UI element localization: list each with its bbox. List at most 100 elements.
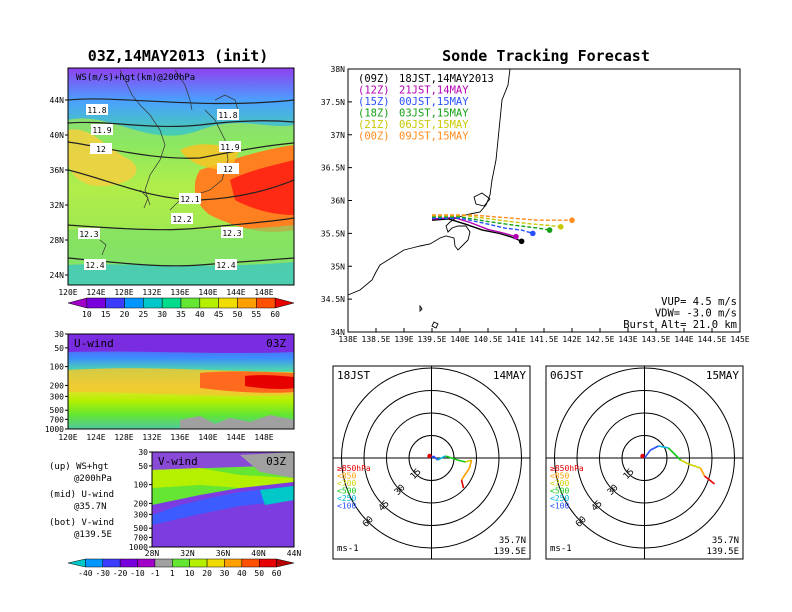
polar-legend-item: <700 — [337, 479, 356, 488]
x-tick-label: 143.5E — [642, 335, 671, 344]
uwind-time: 03Z — [266, 337, 286, 350]
y-tick-label: 35N — [331, 262, 346, 271]
x-tick-label: 141E — [506, 335, 525, 344]
hodograph-origin — [640, 453, 645, 459]
contour-label-box — [215, 259, 237, 270]
legend-text: 18JST,14MAY2013 — [399, 73, 494, 85]
vwind-time: 03Z — [266, 455, 286, 468]
wind-colorbar-swatch — [224, 558, 243, 568]
vwind-lat-ticks: 28N 32N 36N 40N 44N — [145, 549, 302, 558]
contour-label-box — [219, 141, 241, 152]
legend-text: 21JST,14MAY — [399, 85, 469, 97]
wind-colorbar-label: 10 — [185, 569, 195, 578]
colorbar-swatch — [161, 297, 182, 309]
contour-label: 11.9 — [220, 143, 239, 152]
track-legend: (09Z) 18JST,14MAY2013 (12Z) 21JST,14MAY (15Z… — [358, 73, 494, 143]
contour-label-box — [84, 259, 106, 270]
pressure-tick-label: 200 — [50, 381, 65, 390]
hodograph-segment — [437, 455, 446, 461]
chart-title: Sonde Tracking Forecast — [442, 47, 650, 65]
x-tick-label: 140.5E — [474, 335, 503, 344]
uwind-lon-label: 120E — [58, 433, 77, 442]
colorbar-label: 25 — [139, 310, 149, 319]
lon-tick-label: 132E — [142, 288, 161, 297]
vwind-label: V-wind — [158, 455, 198, 468]
map-label: WS(m/s)+hgt(km)@200hPa — [76, 73, 195, 83]
colorbar-label: 35 — [176, 310, 186, 319]
polar-loc-lat: 35.7N — [712, 536, 739, 546]
colorbar-label: 55 — [252, 310, 262, 319]
pressure-tick-label: 30 — [138, 448, 148, 457]
x-tick-label: 140E — [450, 335, 469, 344]
note-sub: @35.7N — [74, 502, 107, 512]
note-title: (bot) V-wind — [49, 518, 114, 528]
y-tick-label: 36.5N — [321, 164, 345, 173]
contour-label-box — [221, 227, 243, 238]
panel-notes: (up) WS+hgt @200hPa (mid) U-wind @35.7N (bot… — [49, 462, 114, 540]
colorbar-swatch — [237, 297, 257, 309]
polar-date: 14MAY — [493, 369, 526, 382]
colorbar-swatch — [199, 297, 219, 309]
wind-colorbar-label: -30 — [96, 569, 111, 578]
y-tick-label: 37N — [331, 131, 346, 140]
legend-text: 09JST,15MAY — [399, 131, 469, 143]
contour-label-box — [91, 124, 113, 135]
wind-colorbar: -40 -30 -20 -10 -1 1 10 20 30 40 50 60 — [67, 558, 295, 578]
vwind-lat-label: 44N — [287, 549, 302, 558]
ws-colorbar: 10 15 20 25 30 35 40 45 50 55 60 — [67, 297, 295, 319]
pressure-tick-label: 700 — [134, 533, 149, 542]
polar-loc-lon: 139.5E — [706, 547, 739, 557]
hodograph-segment — [699, 467, 706, 477]
wind-colorbar-swatch — [119, 558, 138, 568]
hodograph-segment — [432, 455, 439, 461]
x-tick-label: 143E — [618, 335, 637, 344]
hodograph-segment — [688, 463, 701, 469]
note-title: (mid) U-wind — [49, 490, 114, 500]
legend-code: (12Z) — [358, 85, 390, 97]
x-tick-label: 139E — [394, 335, 413, 344]
polar-legend-item: <850 — [337, 472, 356, 481]
x-tick-label: 142E — [562, 335, 581, 344]
legend-text: 06JST,15MAY — [399, 119, 469, 131]
vwind-lat-label: 32N — [180, 549, 195, 558]
wind-colorbar-swatch — [206, 558, 225, 568]
x-tick-label: 144E — [674, 335, 693, 344]
lon-tick-label: 124E — [86, 288, 105, 297]
polar-unit: ms-1 — [550, 544, 572, 554]
lat-tick-label: 44N — [50, 96, 65, 105]
polar-loc-lat: 35.7N — [499, 536, 526, 546]
pressure-tick-label: 50 — [54, 344, 64, 353]
hodograph-segment — [643, 449, 652, 459]
y-tick-label: 34.5N — [321, 295, 345, 304]
contour-label-box — [217, 109, 239, 120]
uwind-lon-label: 128E — [114, 433, 133, 442]
ws-map — [68, 68, 294, 285]
legend-code: (18Z) — [358, 108, 390, 120]
wind-colorbar-swatch — [85, 558, 104, 568]
legend-text: 03JST,15MAY — [399, 108, 469, 120]
colorbar-label: 15 — [101, 310, 111, 319]
x-tick-label: 138E — [338, 335, 357, 344]
lon-tick-label: 144E — [226, 288, 245, 297]
lon-tick-label: 148E — [254, 288, 273, 297]
contour-label-box — [217, 163, 239, 174]
vwind-lat-label: 40N — [251, 549, 266, 558]
note-sub: @200hPa — [74, 474, 112, 484]
hodograph-segment — [460, 467, 471, 481]
colorbar-swatch — [105, 297, 125, 309]
x-tick-label: 138.5E — [362, 335, 391, 344]
colorbar-swatch — [124, 297, 144, 309]
contour-label: 12 — [96, 145, 106, 154]
hodograph-segment — [667, 447, 682, 461]
polar-loc-lon: 139.5E — [493, 547, 526, 557]
track-info-line: VUP= 4.5 m/s — [661, 296, 737, 308]
legend-code: (15Z) — [358, 96, 390, 108]
track-end-point — [513, 233, 519, 240]
wind-colorbar-label: 50 — [254, 569, 264, 578]
wind-colorbar-swatch — [241, 558, 260, 568]
left-title: 03Z,14MAY2013 (init) — [88, 47, 269, 65]
colorbar-label: 40 — [195, 310, 205, 319]
lon-tick-label: 120E — [58, 288, 77, 297]
